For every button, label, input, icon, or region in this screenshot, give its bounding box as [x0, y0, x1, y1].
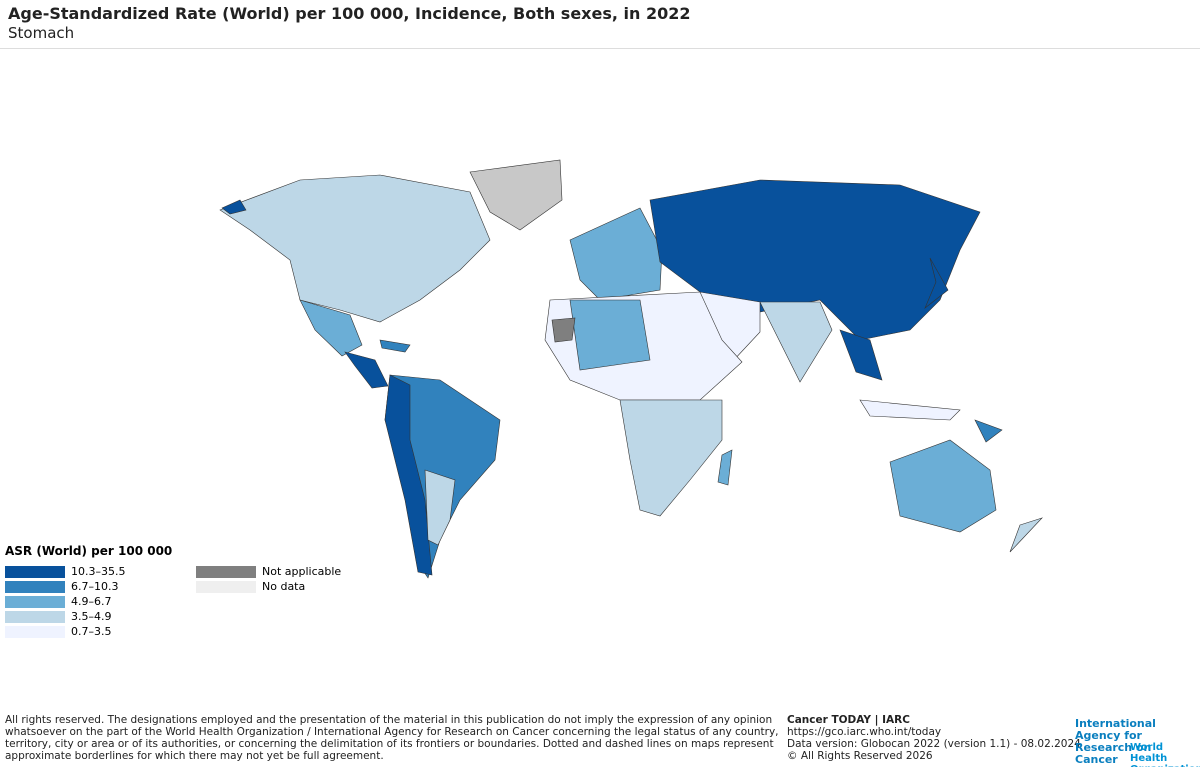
legend-item: No data: [196, 580, 305, 593]
argentina: [424, 469, 456, 546]
australia: [889, 439, 997, 533]
legend-swatch: [5, 610, 65, 623]
iarc-logo: International Agency for Research on Can…: [1075, 717, 1156, 766]
legend-label: 3.5–4.9: [71, 610, 112, 623]
andes: [384, 374, 433, 576]
southern-africa: [619, 399, 723, 517]
southeast-asia: [839, 329, 883, 381]
legend-swatch: [5, 625, 65, 638]
disclaimer: All rights reserved. The designations em…: [5, 714, 779, 762]
source-line: Cancer TODAY | IARC: [787, 714, 910, 726]
legend-swatch: [5, 565, 65, 578]
western-sahara: [551, 317, 576, 343]
legend-title: ASR (World) per 100 000: [5, 544, 173, 558]
source: Cancer TODAY | IARC https://gco.iarc.who…: [787, 714, 1081, 762]
legend-swatch: [5, 580, 65, 593]
who-logo: World Health Organization: [1130, 742, 1200, 767]
mexico: [299, 299, 363, 357]
north-america: [219, 174, 491, 323]
papua-new-guinea: [974, 419, 1003, 443]
legend-swatch: [5, 595, 65, 608]
legend-label: 0.7–3.5: [71, 625, 112, 638]
legend-item: Not applicable: [196, 565, 341, 578]
legend-label: No data: [262, 580, 306, 593]
caribbean: [379, 339, 411, 353]
legend-label: 4.9–6.7: [71, 595, 112, 608]
central-america: [344, 351, 389, 389]
legend-label: 6.7–10.3: [71, 580, 119, 593]
europe: [569, 207, 663, 301]
legend-item: 0.7–3.5: [5, 625, 112, 638]
madagascar: [717, 449, 733, 486]
greenland: [469, 159, 563, 231]
legend-label: 10.3–35.5: [71, 565, 126, 578]
legend-item: 10.3–35.5: [5, 565, 125, 578]
legend-item: 3.5–4.9: [5, 610, 112, 623]
title: Age-Standardized Rate (World) per 100 00…: [8, 4, 691, 23]
source-line: © All Rights Reserved 2026: [787, 750, 933, 762]
source-line: https://gco.iarc.who.int/today: [787, 726, 942, 738]
legend-item: 4.9–6.7: [5, 595, 112, 608]
indonesia: [859, 399, 961, 421]
legend-swatch: [196, 580, 256, 593]
divider: [0, 48, 1200, 49]
legend-swatch: [196, 565, 256, 578]
west-africa: [569, 299, 651, 371]
new-zealand: [1009, 517, 1044, 553]
india: [759, 301, 833, 383]
japan: [924, 257, 949, 309]
alaska-aleutians: [221, 199, 247, 215]
legend-item: 6.7–10.3: [5, 580, 119, 593]
legend-label: Not applicable: [262, 565, 342, 578]
subtitle: Stomach: [8, 24, 75, 42]
source-line: Data version: Globocan 2022 (version 1.1…: [787, 738, 1081, 750]
